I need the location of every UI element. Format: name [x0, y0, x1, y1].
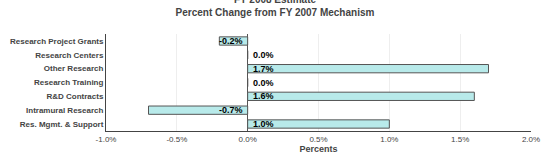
svg-text:0.0%: 0.0% — [253, 78, 274, 88]
svg-text:1.5%: 1.5% — [451, 135, 469, 144]
svg-text:0.0%: 0.0% — [239, 135, 257, 144]
svg-text:-0.5%: -0.5% — [166, 135, 187, 144]
svg-text:2.0%: 2.0% — [522, 135, 540, 144]
svg-text:1.6%: 1.6% — [253, 91, 274, 101]
svg-text:-1.0%: -1.0% — [96, 135, 117, 144]
svg-text:1.0%: 1.0% — [380, 135, 398, 144]
svg-text:-0.2%: -0.2% — [219, 36, 243, 46]
svg-text:R&D Contracts: R&D Contracts — [46, 92, 103, 101]
svg-text:0.5%: 0.5% — [309, 135, 327, 144]
svg-text:Research Project Grants: Research Project Grants — [10, 37, 104, 46]
svg-text:Percents: Percents — [299, 144, 337, 154]
svg-text:1.7%: 1.7% — [253, 64, 274, 74]
svg-text:-0.7%: -0.7% — [219, 105, 243, 115]
svg-text:Other Research: Other Research — [44, 64, 104, 73]
svg-text:0.0%: 0.0% — [253, 50, 274, 60]
svg-text:Intramural Research: Intramural Research — [26, 106, 103, 115]
svg-text:Research Training: Research Training — [34, 78, 103, 87]
svg-text:Research Centers: Research Centers — [35, 51, 104, 60]
svg-text:FY 2008 EstimatePercent Change: FY 2008 EstimatePercent Change from FY 2… — [176, 0, 375, 18]
svg-text:1.0%: 1.0% — [253, 119, 274, 129]
svg-text:Res. Mgmt. & Support: Res. Mgmt. & Support — [20, 120, 104, 129]
